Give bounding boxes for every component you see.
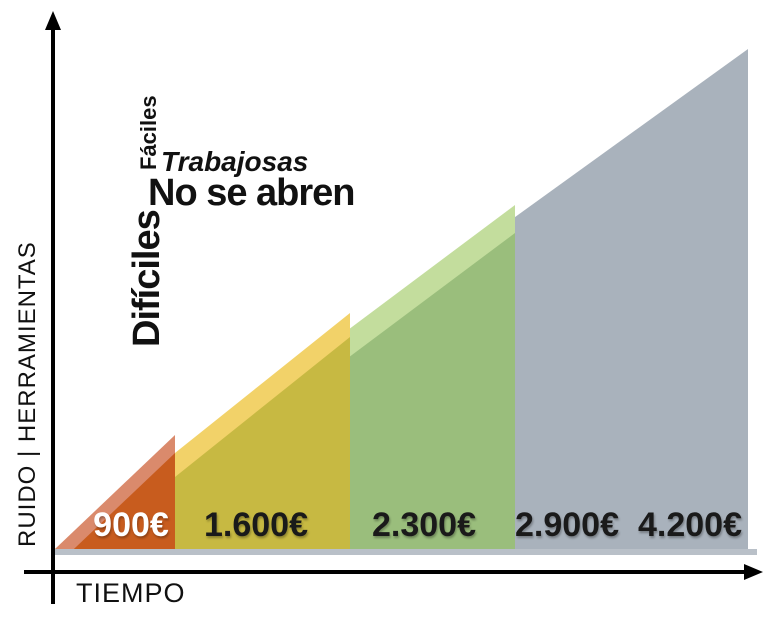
y-axis-arrowhead-icon	[45, 11, 61, 30]
annotation-no-se-abren: No se abren	[148, 172, 356, 214]
annotation-trabajosas: Trabajosas	[161, 146, 309, 177]
price-label-tier-2: 1.600€	[204, 506, 308, 544]
price-label-tier-4: 2.900€	[515, 506, 619, 544]
annotation-dificiles: Difíciles	[126, 210, 168, 347]
price-label-tier-3: 2.300€	[372, 506, 476, 544]
price-label-tier-5: 4.200€	[638, 506, 742, 544]
tier-1-orange-fill	[73, 453, 175, 549]
x-axis-label: TIEMPO	[76, 578, 186, 608]
baseline-bar	[55, 549, 757, 555]
annotation-faciles: Fáciles	[136, 95, 161, 170]
x-axis-arrowhead-icon	[744, 564, 763, 580]
price-label-tier-1: 900€	[93, 506, 169, 544]
triangle-series	[55, 49, 748, 549]
y-axis-label: RUIDO | HERRAMIENTAS	[14, 241, 41, 547]
